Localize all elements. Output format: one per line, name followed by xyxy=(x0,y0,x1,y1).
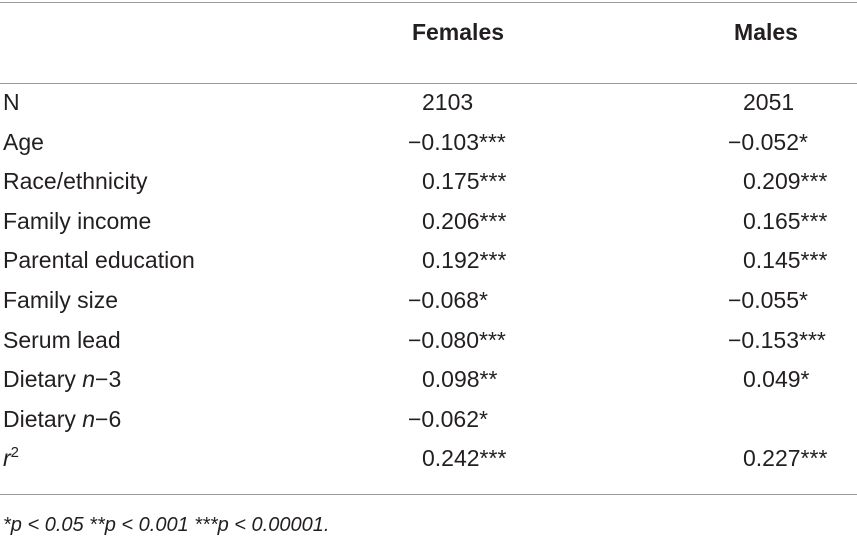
row-label: Race/ethnicity xyxy=(3,168,148,195)
value-cell: 0.175*** xyxy=(422,168,507,195)
value-cell: 0.209*** xyxy=(743,168,828,195)
value-cell: −0.068* xyxy=(408,287,488,313)
header-rule xyxy=(0,83,857,84)
value-cell: −0.080*** xyxy=(408,326,506,353)
top-rule xyxy=(0,2,857,3)
row-label: N xyxy=(3,89,20,115)
value-cell: 0.098** xyxy=(422,366,498,393)
value-cell: −0.153*** xyxy=(728,326,826,353)
row-label: r2 xyxy=(3,444,19,472)
value-cell: −0.052* xyxy=(728,128,808,155)
value-cell: 0.145*** xyxy=(743,247,828,274)
value-cell: 0.049* xyxy=(743,366,810,393)
value-cell: −0.062* xyxy=(408,405,488,432)
label-part: r xyxy=(3,445,11,472)
label-part: Dietary xyxy=(3,405,83,432)
row-label: Age xyxy=(3,128,44,155)
row-label: Parental education xyxy=(3,247,195,274)
value-cell: 0.227*** xyxy=(743,445,828,472)
label-part: −6 xyxy=(95,405,122,432)
label-part: −3 xyxy=(95,366,122,393)
value-cell: −0.103*** xyxy=(408,128,506,155)
label-part: n xyxy=(82,405,96,432)
value-cell: 0.165*** xyxy=(743,207,828,234)
column-header: Females xyxy=(411,19,505,45)
label-part: 2 xyxy=(10,444,20,462)
value-cell: 0.192*** xyxy=(422,247,507,274)
value-cell: 2103 xyxy=(422,89,474,115)
footnote: *p < 0.05 **p < 0.001 ***p < 0.00001. xyxy=(3,514,330,536)
row-label: Dietary n−3 xyxy=(3,365,121,393)
bottom-rule xyxy=(0,494,857,495)
value-cell: 2051 xyxy=(743,89,795,115)
row-label: Dietary n−6 xyxy=(3,405,121,433)
row-label: Family income xyxy=(3,207,152,234)
row-label: Family size xyxy=(3,287,119,313)
label-part: n xyxy=(82,366,96,393)
value-cell: 0.206*** xyxy=(422,207,507,234)
value-cell: 0.242*** xyxy=(422,445,507,472)
row-label: Serum lead xyxy=(3,326,121,353)
column-header: Males xyxy=(734,19,798,45)
value-cell: −0.055* xyxy=(728,287,808,313)
label-part: Dietary xyxy=(3,366,83,393)
